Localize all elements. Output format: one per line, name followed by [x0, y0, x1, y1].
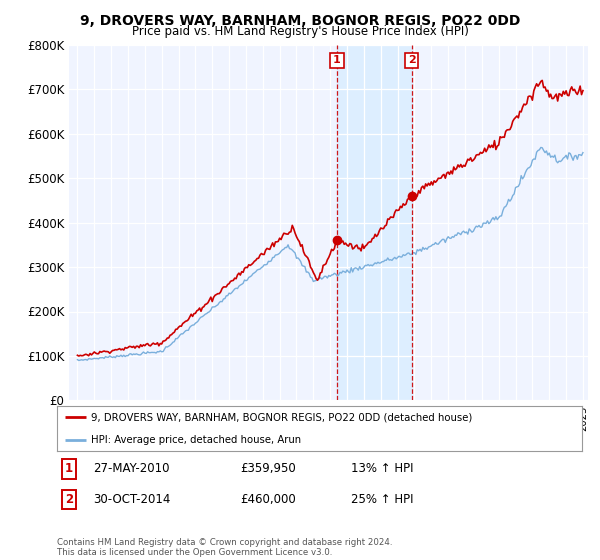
Text: HPI: Average price, detached house, Arun: HPI: Average price, detached house, Arun — [91, 435, 301, 445]
Text: 2: 2 — [65, 493, 73, 506]
Text: Contains HM Land Registry data © Crown copyright and database right 2024.
This d: Contains HM Land Registry data © Crown c… — [57, 538, 392, 557]
Bar — [337, 45, 412, 400]
Text: 9, DROVERS WAY, BARNHAM, BOGNOR REGIS, PO22 0DD: 9, DROVERS WAY, BARNHAM, BOGNOR REGIS, P… — [80, 14, 520, 28]
Text: 30-OCT-2014: 30-OCT-2014 — [93, 493, 170, 506]
Text: £359,950: £359,950 — [240, 462, 296, 475]
Text: 9, DROVERS WAY, BARNHAM, BOGNOR REGIS, PO22 0DD (detached house): 9, DROVERS WAY, BARNHAM, BOGNOR REGIS, P… — [91, 412, 473, 422]
Text: £460,000: £460,000 — [240, 493, 296, 506]
Text: 25% ↑ HPI: 25% ↑ HPI — [351, 493, 413, 506]
Text: Price paid vs. HM Land Registry's House Price Index (HPI): Price paid vs. HM Land Registry's House … — [131, 25, 469, 38]
Text: 13% ↑ HPI: 13% ↑ HPI — [351, 462, 413, 475]
Text: 2: 2 — [407, 55, 415, 66]
Text: 1: 1 — [333, 55, 341, 66]
Text: 27-MAY-2010: 27-MAY-2010 — [93, 462, 170, 475]
Text: 1: 1 — [65, 462, 73, 475]
